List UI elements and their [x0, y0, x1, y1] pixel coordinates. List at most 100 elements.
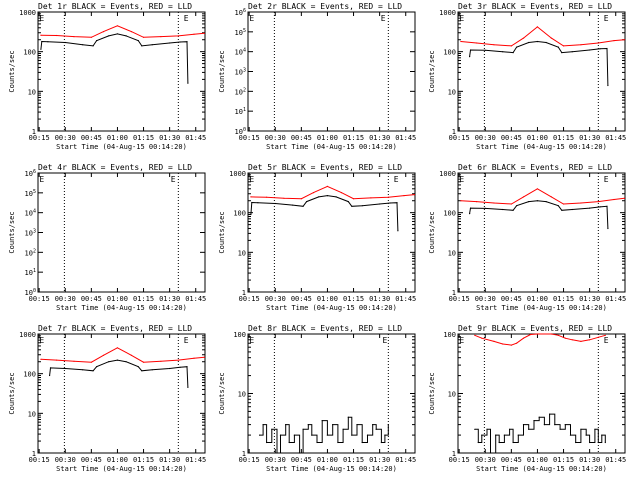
y-tick-label: 10	[238, 249, 246, 257]
series-events-point	[337, 441, 339, 444]
x-tick-label: 00:15	[239, 295, 260, 303]
series-lld-point	[312, 192, 315, 194]
y-tick-label: 100	[23, 371, 36, 379]
series-lld-point	[387, 196, 389, 198]
x-tick-label: 00:45	[291, 456, 312, 464]
series-events-point	[47, 41, 49, 43]
series-events-point	[557, 205, 559, 207]
series-lld-point	[550, 196, 553, 198]
series-events-point	[372, 424, 374, 426]
panel-title: Det 8r BLACK = Events, RED = LLD	[248, 324, 402, 333]
x-axis-label: Start Time (04-Aug-15 00:14:20)	[266, 304, 397, 312]
x-tick-label: 01:30	[159, 456, 180, 464]
series-lld-point	[193, 33, 195, 35]
y-tick-label: 100	[443, 331, 456, 339]
x-tick-label: 01:15	[553, 456, 574, 464]
x-tick-label: 00:15	[29, 456, 50, 464]
series-events-point	[512, 52, 514, 54]
y-axis-label: Counts/sec	[8, 50, 16, 92]
series-events-point	[589, 207, 591, 209]
x-axis-label: Start Time (04-Aug-15 00:14:20)	[476, 465, 607, 473]
y-axis-label: Counts/sec	[218, 211, 226, 253]
series-lld-point	[250, 196, 252, 198]
y-tick-label: 1	[32, 128, 36, 136]
series-events-point	[64, 367, 66, 370]
series-events-point	[179, 41, 181, 43]
x-tick-label: 01:15	[343, 295, 364, 303]
series-lld-point	[522, 196, 525, 198]
x-tick-label: 01:00	[527, 295, 548, 303]
x-tick-label: 01:45	[185, 134, 206, 142]
series-events-line	[469, 200, 609, 229]
series-events-point	[469, 213, 471, 215]
y-tick-label: 103	[25, 229, 36, 238]
x-tick-label: 01:00	[527, 456, 548, 464]
series-events-point	[484, 49, 486, 51]
series-events-point	[512, 209, 514, 211]
series-events-point	[575, 441, 577, 444]
series-events-point	[543, 424, 546, 426]
series-events-point	[187, 82, 189, 84]
plot-frame	[457, 11, 626, 132]
x-axis-label: Start Time (04-Aug-15 00:14:20)	[476, 143, 607, 151]
series-events-point	[108, 35, 110, 37]
y-tick-label: 1000	[19, 331, 36, 339]
series-events-point	[96, 40, 98, 42]
series-events-point	[379, 203, 381, 205]
series-events-point	[347, 201, 349, 203]
series-lld-point	[413, 194, 415, 196]
x-tick-label: 00:15	[239, 134, 260, 142]
series-events-point	[186, 366, 188, 368]
series-lld-point	[203, 356, 205, 358]
x-tick-label: 00:30	[265, 456, 286, 464]
series-events-point	[571, 51, 573, 53]
y-tick-label: 10	[448, 249, 456, 257]
series-events-point	[469, 56, 471, 58]
x-tick-label: 01:00	[107, 295, 128, 303]
y-axis-label: Counts/sec	[428, 211, 436, 253]
e-marker: E	[382, 336, 387, 345]
x-tick-label: 00:15	[29, 134, 50, 142]
panel-title: Det 3r BLACK = Events, RED = LLD	[458, 2, 612, 11]
series-events-point	[326, 434, 328, 436]
x-tick-label: 00:30	[55, 134, 76, 142]
series-lld-point	[522, 337, 525, 339]
series-events-point	[279, 434, 282, 436]
series-events-point	[557, 46, 559, 48]
y-tick-label: 106	[235, 8, 246, 17]
x-tick-label: 00:30	[55, 295, 76, 303]
series-events-point	[285, 424, 287, 426]
series-events-point	[517, 434, 519, 436]
panel-title: Det 6r BLACK = Events, RED = LLD	[458, 163, 612, 172]
series-events-point	[533, 420, 535, 422]
y-tick-label: 102	[235, 87, 246, 96]
x-tick-label: 01:30	[579, 134, 600, 142]
series-events-point	[536, 40, 539, 43]
series-events-point	[561, 52, 563, 54]
series-lld-point	[56, 34, 58, 37]
y-tick-label: 1	[32, 450, 36, 458]
series-events-point	[332, 424, 334, 426]
series-events-point	[351, 434, 353, 436]
series-events-point	[116, 359, 118, 361]
x-tick-label: 00:45	[81, 456, 102, 464]
series-events-point	[564, 424, 566, 426]
series-events-point	[389, 202, 391, 204]
series-lld-point	[474, 334, 476, 336]
x-tick-label: 01:45	[395, 295, 416, 303]
x-tick-label: 01:30	[369, 456, 390, 464]
series-events-point	[274, 202, 276, 205]
y-tick-label: 102	[25, 248, 36, 257]
series-lld-point	[623, 197, 626, 199]
series-events-point	[569, 434, 572, 436]
series-events-point	[554, 424, 556, 426]
x-tick-label: 01:00	[317, 456, 338, 464]
e-marker: E	[171, 175, 176, 184]
series-lld-point	[130, 31, 132, 33]
detector-panel-8: Det 8r BLACK = Events, RED = LLD 00:15 00:…	[218, 324, 416, 473]
series-events-point	[559, 428, 561, 430]
x-tick-label: 00:15	[29, 295, 50, 303]
series-lld-point	[613, 40, 615, 42]
series-lld-point	[522, 37, 525, 39]
